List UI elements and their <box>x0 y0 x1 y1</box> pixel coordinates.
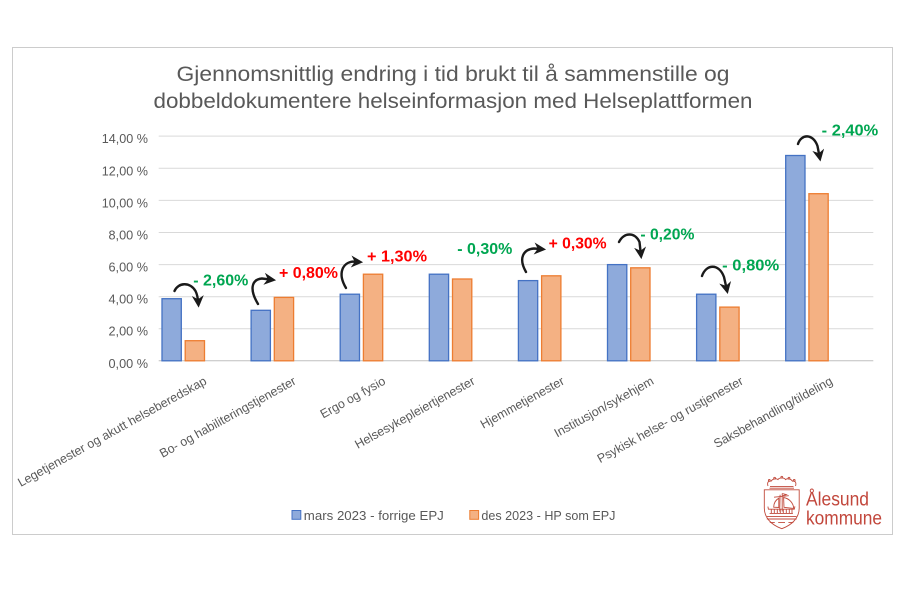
svg-text:mars 2023 - forrige EPJ: mars 2023 - forrige EPJ <box>304 508 444 523</box>
svg-text:+ 1,30%: + 1,30% <box>367 249 427 266</box>
svg-text:12,00 %: 12,00 % <box>102 163 148 178</box>
svg-text:+ 0,30%: + 0,30% <box>549 236 607 253</box>
svg-text:- 0,80%: - 0,80% <box>722 258 779 275</box>
svg-text:des 2023 - HP som EPJ: des 2023 - HP som EPJ <box>481 508 615 523</box>
svg-text:2,00 %: 2,00 % <box>109 324 149 339</box>
svg-text:dobbeldokumentere helseinforma: dobbeldokumentere helseinformasjon med H… <box>154 89 753 113</box>
svg-text:4,00 %: 4,00 % <box>109 292 149 307</box>
svg-text:6,00 %: 6,00 % <box>109 260 149 275</box>
svg-text:0,00 %: 0,00 % <box>109 356 149 371</box>
svg-text:10,00 %: 10,00 % <box>102 195 148 210</box>
svg-text:Gjennomsnittlig endring i tid: Gjennomsnittlig endring i tid brukt til … <box>177 62 730 86</box>
svg-text:- 2,40%: - 2,40% <box>822 123 879 140</box>
svg-text:- 0,30%: - 0,30% <box>457 241 512 258</box>
svg-text:- 2,60%: - 2,60% <box>193 273 248 290</box>
svg-text:14,00 %: 14,00 % <box>102 131 148 146</box>
svg-text:8,00 %: 8,00 % <box>109 228 149 243</box>
svg-text:+ 0,80%: + 0,80% <box>279 265 338 282</box>
svg-text:kommune: kommune <box>806 508 882 529</box>
svg-text:Ålesund: Ålesund <box>806 490 869 511</box>
svg-text:- 0,20%: - 0,20% <box>640 227 694 244</box>
